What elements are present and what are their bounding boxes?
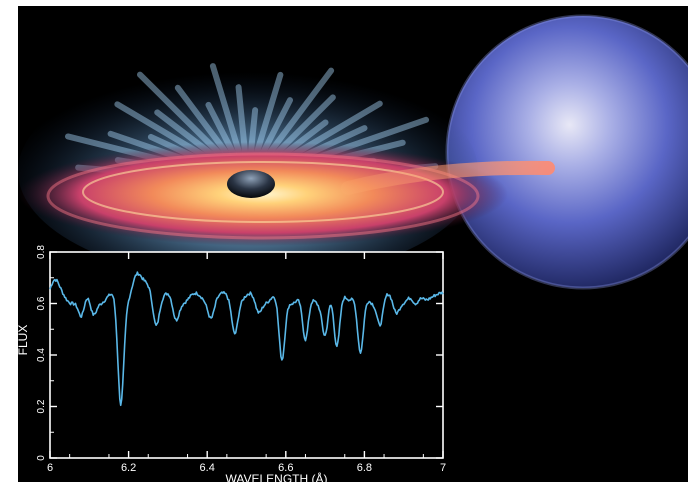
y-tick-label: 0.4 (36, 348, 47, 362)
plot-frame (49, 251, 444, 459)
y-tick-label: 0 (36, 455, 47, 461)
y-axis-title: FLUX (18, 325, 30, 356)
y-tick-label: 0.8 (36, 245, 47, 259)
y-tick-label: 0.2 (36, 399, 47, 413)
x-tick-label: 6.2 (121, 462, 136, 474)
x-tick-label: 6.6 (278, 462, 293, 474)
spectrum-plot: 6 6.2 6.4 6.6 6.8 7 0 0.2 0.4 0.6 0.8 WAVELENGTH (Å… (18, 245, 446, 482)
x-tick-label: 6.8 (357, 462, 372, 474)
x-axis-title: WAVELENGTH (Å) (225, 471, 327, 482)
illustration: 6 6.2 6.4 6.6 6.8 7 0 0.2 0.4 0.6 0.8 WAVELENGTH (Å… (18, 6, 688, 482)
black-hole-icon (227, 170, 275, 198)
matter-stream (341, 160, 555, 195)
x-tick-label: 6 (47, 462, 53, 474)
x-tick-label: 6.4 (200, 462, 215, 474)
y-tick-label: 0.6 (36, 296, 47, 310)
spectrum-line (49, 271, 444, 407)
x-tick-label: 7 (440, 462, 446, 474)
